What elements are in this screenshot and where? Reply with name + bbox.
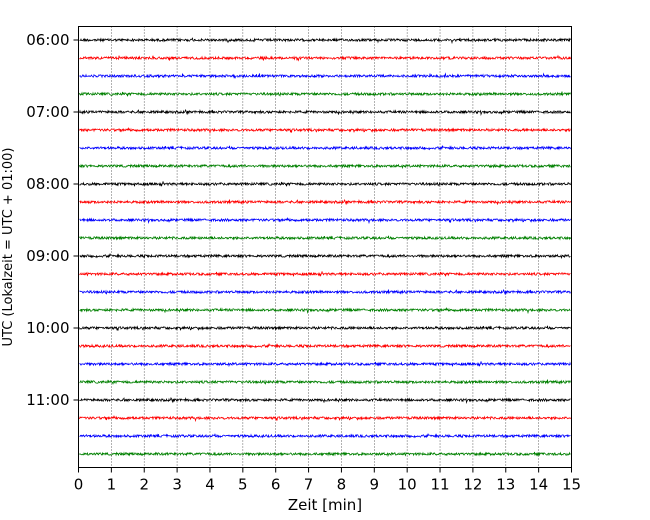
- trace-line-0900: [79, 253, 571, 260]
- trace-line-0945: [79, 307, 571, 315]
- trace-line-0700: [79, 109, 571, 116]
- y-axis-label: UTC (Lokalzeit = UTC + 01:00): [1, 148, 16, 347]
- trace-line-0730: [79, 145, 571, 151]
- trace-line-1115: [79, 415, 571, 423]
- x-tick-label: 15: [562, 476, 581, 494]
- x-tick-label: 1: [107, 476, 117, 494]
- trace-line-1045: [79, 379, 571, 385]
- x-axis-label: Zeit [min]: [288, 496, 362, 514]
- y-axis-ticks: 06:00 07:00 08:00 09:00 10:00 11:00: [26, 31, 79, 409]
- trace-line-0930: [79, 289, 571, 296]
- y-tick-label: 10:00: [26, 319, 69, 337]
- trace-line-0615: [79, 54, 571, 62]
- x-tick-label: 13: [496, 476, 515, 494]
- x-axis-ticks: 0 1 2 3 4 5 6 7 8 9 10 11 12 13 14 15: [74, 467, 581, 494]
- trace-line-1145: [79, 451, 571, 458]
- trace-line-0845: [79, 235, 571, 241]
- trace-line-0915: [79, 271, 571, 277]
- trace-line-1030: [79, 361, 571, 368]
- plot-frame: [78, 26, 572, 468]
- x-tick-label: 14: [529, 476, 548, 494]
- x-tick-label: 9: [370, 476, 380, 494]
- trace-line-0800: [79, 181, 571, 187]
- x-tick-label: 0: [74, 476, 84, 494]
- x-tick-label: 6: [271, 476, 281, 494]
- x-tick-label: 5: [238, 476, 248, 494]
- y-tick-label: 11:00: [26, 391, 69, 409]
- trace-line-0745: [79, 163, 571, 170]
- trace-line-0600: [79, 37, 571, 45]
- y-tick-label: 09:00: [26, 247, 69, 265]
- seismic-traces: [79, 37, 571, 458]
- x-tick-label: 3: [172, 476, 182, 494]
- x-tick-label: 8: [337, 476, 347, 494]
- x-tick-label: 12: [463, 476, 482, 494]
- x-tick-label: 11: [430, 476, 449, 494]
- trace-line-1100: [79, 397, 571, 404]
- x-tick-label: 10: [398, 476, 417, 494]
- x-tick-label: 4: [205, 476, 215, 494]
- trace-line-0815: [79, 199, 571, 206]
- trace-line-0645: [79, 91, 571, 97]
- y-tick-label: 07:00: [26, 103, 69, 121]
- trace-line-1015: [79, 343, 571, 349]
- trace-line-1000: [79, 325, 571, 331]
- x-tick-label: 7: [304, 476, 314, 494]
- trace-line-0830: [79, 217, 571, 225]
- trace-line-0715: [79, 127, 571, 135]
- x-tick-label: 2: [139, 476, 149, 494]
- trace-line-1130: [79, 433, 571, 439]
- y-tick-label: 08:00: [26, 175, 69, 193]
- trace-line-0630: [79, 72, 571, 79]
- y-tick-label: 06:00: [26, 31, 69, 49]
